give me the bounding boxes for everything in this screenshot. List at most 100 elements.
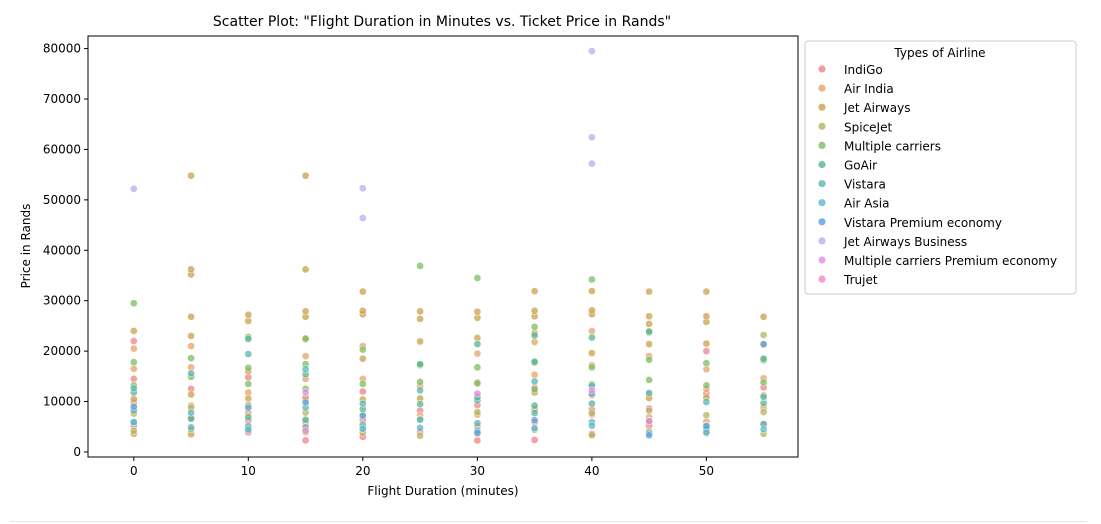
point-s3-17: [588, 409, 596, 417]
point-s4-10: [301, 334, 310, 343]
y-tick-label-8: 80000: [43, 42, 81, 56]
point-s6-5: [244, 350, 253, 358]
point-s7-11: [759, 425, 768, 434]
point-s1-10: [301, 352, 310, 361]
point-s6-7: [301, 365, 310, 374]
point-s8-5: [530, 416, 539, 425]
legend-marker-5: [818, 160, 826, 169]
point-s5-12: [530, 401, 539, 410]
point-s6-23: [759, 393, 768, 401]
point-s11-1: [645, 417, 653, 426]
point-s6-15: [530, 377, 539, 386]
legend-marker-0: [818, 65, 826, 73]
point-s2-10: [244, 394, 253, 403]
point-s2-41: [588, 306, 596, 315]
point-s10-2: [588, 386, 596, 395]
point-s1-24: [588, 327, 596, 335]
point-s0-30: [702, 347, 711, 355]
legend-marker-4: [818, 141, 826, 149]
point-s7-5: [416, 423, 424, 432]
point-s1-5: [187, 342, 195, 350]
point-s0-18: [473, 436, 482, 445]
point-s8-9: [759, 340, 768, 348]
point-s2-27: [416, 315, 424, 323]
point-s2-2: [129, 327, 138, 335]
point-s8-0: [129, 402, 138, 411]
x-tick-label-3: 30: [470, 464, 485, 478]
point-s2-9: [187, 171, 195, 180]
y-tick-label-0: 0: [73, 445, 81, 459]
point-s2-32: [473, 307, 482, 316]
point-s0-15: [358, 387, 367, 396]
point-s9-5: [588, 159, 596, 168]
x-tick-label-4: 40: [584, 464, 599, 478]
legend-label-6: Vistara: [844, 178, 886, 192]
legend-label-7: Air Asia: [844, 197, 889, 211]
y-tick-label-1: 10000: [43, 395, 81, 409]
point-s6-11: [416, 386, 424, 395]
point-s2-47: [645, 287, 653, 296]
point-s3-10: [416, 431, 424, 440]
point-s2-37: [530, 287, 539, 295]
point-s9-1: [358, 184, 367, 193]
point-s2-36: [530, 306, 539, 315]
y-tick-label-4: 40000: [43, 243, 81, 257]
point-s6-1: [129, 384, 138, 393]
point-s4-19: [530, 385, 539, 394]
point-s7-0: [129, 418, 138, 427]
legend-marker-10: [818, 256, 826, 264]
point-s1-2: [129, 344, 138, 353]
point-s5-16: [588, 333, 596, 342]
point-s2-46: [645, 312, 653, 321]
y-axis-label: Price in Rands: [19, 204, 33, 289]
point-s3-24: [759, 331, 768, 339]
x-tick-label-1: 10: [241, 464, 256, 478]
bottom-divider: [10, 521, 1087, 522]
point-s4-21: [530, 323, 539, 331]
plot-frame: [87, 35, 799, 458]
point-s8-8: [702, 422, 711, 431]
legend-box: [804, 40, 1077, 295]
point-s4-6: [244, 363, 253, 372]
point-s4-1: [129, 358, 138, 367]
point-s2-51: [702, 312, 711, 321]
point-s7-1: [187, 423, 195, 432]
x-tick-label-0: 0: [130, 464, 138, 478]
y-tick-label-5: 50000: [43, 193, 81, 207]
point-s5-3: [244, 413, 253, 422]
point-s6-12: [473, 419, 482, 428]
point-s5-17: [645, 327, 653, 336]
legend-label-1: Air India: [844, 82, 894, 96]
point-s4-13: [416, 378, 424, 386]
y-tick-label-3: 30000: [43, 294, 81, 308]
point-s4-26: [645, 355, 653, 364]
point-s3-16: [588, 431, 596, 440]
point-s2-39: [588, 349, 596, 357]
point-s4-29: [702, 359, 711, 368]
point-s2-4: [187, 390, 195, 399]
point-s5-9: [416, 360, 424, 369]
point-s5-20: [759, 354, 768, 363]
legend-marker-8: [818, 218, 826, 226]
point-s4-24: [588, 275, 596, 284]
legend-marker-1: [818, 84, 826, 92]
point-s3-13: [473, 408, 482, 416]
point-s4-4: [187, 354, 195, 363]
point-s7-8: [588, 421, 596, 430]
legend-marker-9: [818, 237, 826, 245]
legend-label-8: Vistara Premium economy: [844, 216, 1002, 230]
x-tick-label-2: 20: [355, 464, 370, 478]
point-s2-45: [645, 320, 653, 328]
legend-label-3: SpiceJet: [844, 120, 892, 134]
y-tick-label-7: 70000: [43, 92, 81, 106]
y-tick-label-6: 60000: [43, 142, 81, 156]
point-s8-3: [358, 411, 367, 420]
legend-marker-6: [818, 180, 826, 188]
legend-marker-3: [818, 122, 826, 130]
legend-items: IndiGo Air India Jet Airways SpiceJet Multip…: [818, 63, 1057, 287]
point-s6-21: [702, 398, 711, 406]
point-s4-28: [702, 381, 711, 390]
point-s2-19: [301, 171, 310, 180]
point-s0-3: [129, 337, 138, 345]
point-s1-18: [473, 349, 482, 358]
